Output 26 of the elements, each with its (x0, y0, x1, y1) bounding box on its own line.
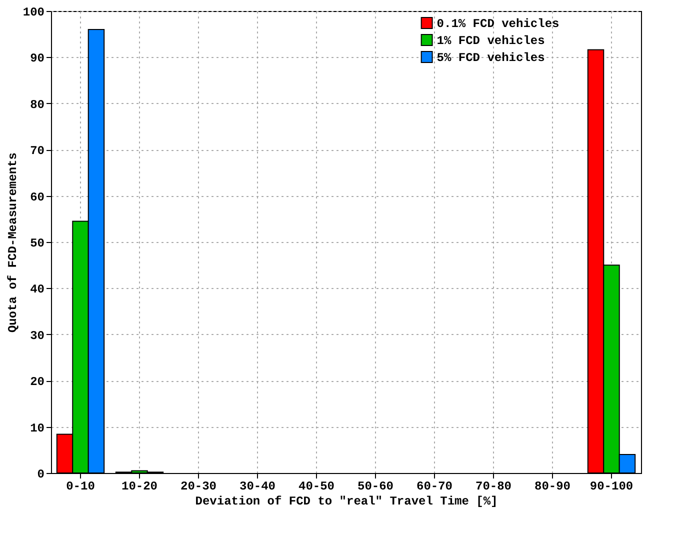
y-tick-label: 40 (30, 282, 44, 297)
x-tick-label: 70-80 (475, 480, 512, 494)
y-tick-label: 20 (30, 375, 44, 390)
x-tick-label: 90-100 (590, 480, 634, 494)
x-tick-label: 10-20 (121, 480, 158, 494)
x-tick-label: 30-40 (239, 480, 276, 494)
x-tick-label: 0-10 (66, 480, 95, 494)
x-tick-label: 60-70 (416, 480, 453, 494)
y-tick-label: 10 (30, 421, 44, 436)
y-tick-label: 0 (37, 468, 44, 482)
legend-label: 5% FCD vehicles (436, 51, 545, 65)
x-axis-title: Deviation of FCD to "real" Travel Time [%] (195, 494, 498, 508)
y-axis-title: Quota of FCD-Measurements (6, 152, 20, 333)
legend-label: 1% FCD vehicles (436, 34, 545, 48)
x-tick-label: 50-60 (357, 480, 394, 494)
x-tick-label: 40-50 (298, 480, 335, 494)
x-tick-label: 20-30 (180, 480, 217, 494)
y-tick-label: 30 (30, 328, 44, 343)
y-tick-label: 90 (30, 52, 44, 66)
y-tick-label: 50 (30, 236, 44, 250)
y-tick-label: 60 (30, 190, 44, 204)
y-tick-label: 70 (30, 144, 44, 158)
y-tick-label: 80 (30, 98, 44, 112)
y-tick-label: 100 (22, 6, 44, 20)
x-tick-label: 80-90 (534, 480, 571, 494)
legend-label: 0.1% FCD vehicles (436, 17, 560, 31)
